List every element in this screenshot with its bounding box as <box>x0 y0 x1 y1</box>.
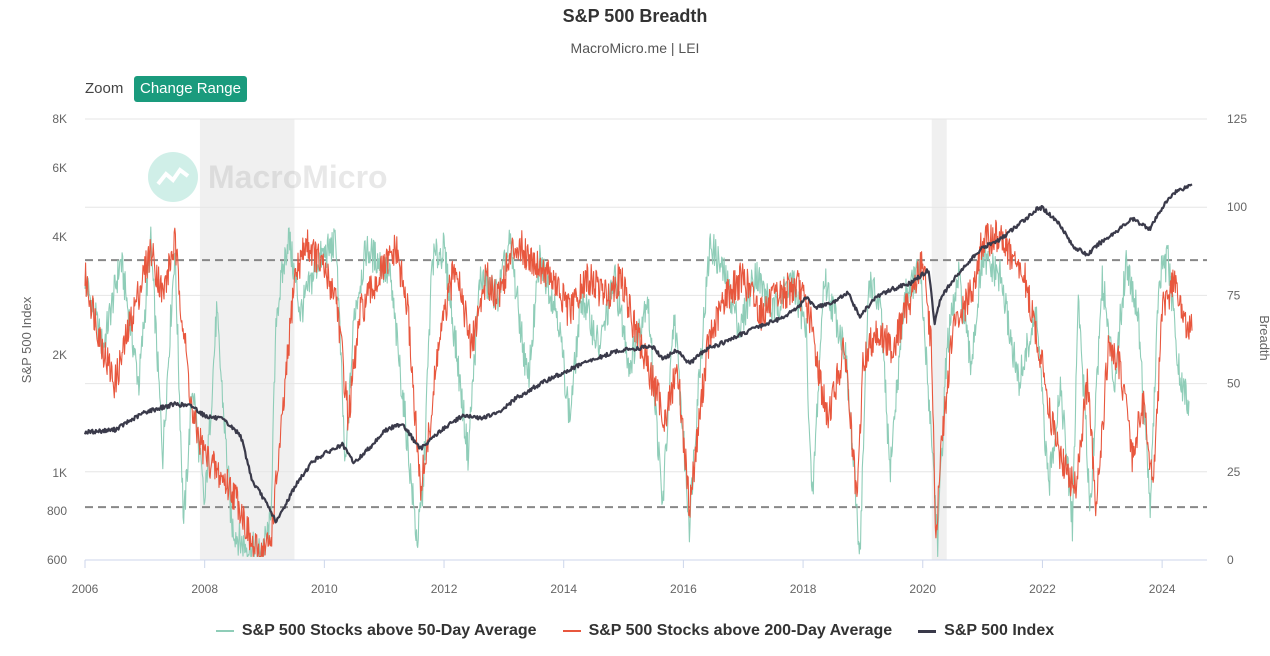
watermark: MacroMicro <box>148 152 388 202</box>
y-left-axis-title: S&P 500 Index <box>19 296 34 383</box>
chart-title: S&P 500 Breadth <box>562 6 708 26</box>
legend-item[interactable]: S&P 500 Stocks above 50-Day Average <box>215 622 537 640</box>
x-tick-label: 2012 <box>431 582 458 596</box>
legend-swatch <box>918 629 937 633</box>
y-right-tick-label: 75 <box>1227 288 1241 302</box>
legend-item[interactable]: S&P 500 Stocks above 200-Day Average <box>562 622 893 640</box>
y-left-tick-label: 8K <box>52 112 67 126</box>
y-right-tick-label: 50 <box>1227 377 1241 391</box>
recession-band <box>199 119 295 560</box>
x-tick-label: 2006 <box>72 582 99 596</box>
x-tick-label: 2010 <box>311 582 338 596</box>
y-right-axis-title: Breadth <box>1257 315 1270 361</box>
watermark-text: MacroMicro <box>208 158 388 195</box>
legend-label: S&P 500 Stocks above 50-Day Average <box>241 622 537 639</box>
y-left-tick-label: 6K <box>52 161 67 175</box>
y-right-tick-label: 0 <box>1227 553 1234 567</box>
y-left-tick-label: 1K <box>52 466 67 480</box>
x-tick-label: 2008 <box>191 582 218 596</box>
legend-swatch <box>215 630 234 632</box>
change-range-button[interactable]: Change Range <box>134 76 247 102</box>
legend-label: S&P 500 Index <box>944 622 1055 639</box>
series-line-2 <box>84 219 1193 558</box>
legend-label: S&P 500 Stocks above 200-Day Average <box>588 622 893 639</box>
x-tick-label: 2016 <box>670 582 697 596</box>
legend: S&P 500 Stocks above 50-Day Average S&P 5… <box>0 622 1270 640</box>
legend-item[interactable]: S&P 500 Index <box>918 622 1054 640</box>
y-right-tick-label: 125 <box>1227 112 1247 126</box>
x-tick-label: 2020 <box>909 582 936 596</box>
series-line-3 <box>83 183 1193 524</box>
watermark-logo-icon <box>148 152 198 202</box>
legend-swatch <box>562 630 581 632</box>
x-tick-label: 2014 <box>550 582 577 596</box>
zoom-label: Zoom <box>85 80 124 97</box>
chart-subtitle: MacroMicro.me | LEI <box>570 40 700 56</box>
y-right-tick-label: 25 <box>1227 465 1241 479</box>
y-left-tick-label: 2K <box>52 348 67 362</box>
y-left-tick-label: 800 <box>47 504 67 518</box>
y-left-tick-label: 4K <box>52 230 67 244</box>
x-tick-label: 2024 <box>1149 582 1176 596</box>
x-tick-label: 2018 <box>790 582 817 596</box>
y-right-tick-label: 100 <box>1227 200 1247 214</box>
y-left-tick-label: 600 <box>47 553 67 567</box>
x-tick-label: 2022 <box>1029 582 1056 596</box>
